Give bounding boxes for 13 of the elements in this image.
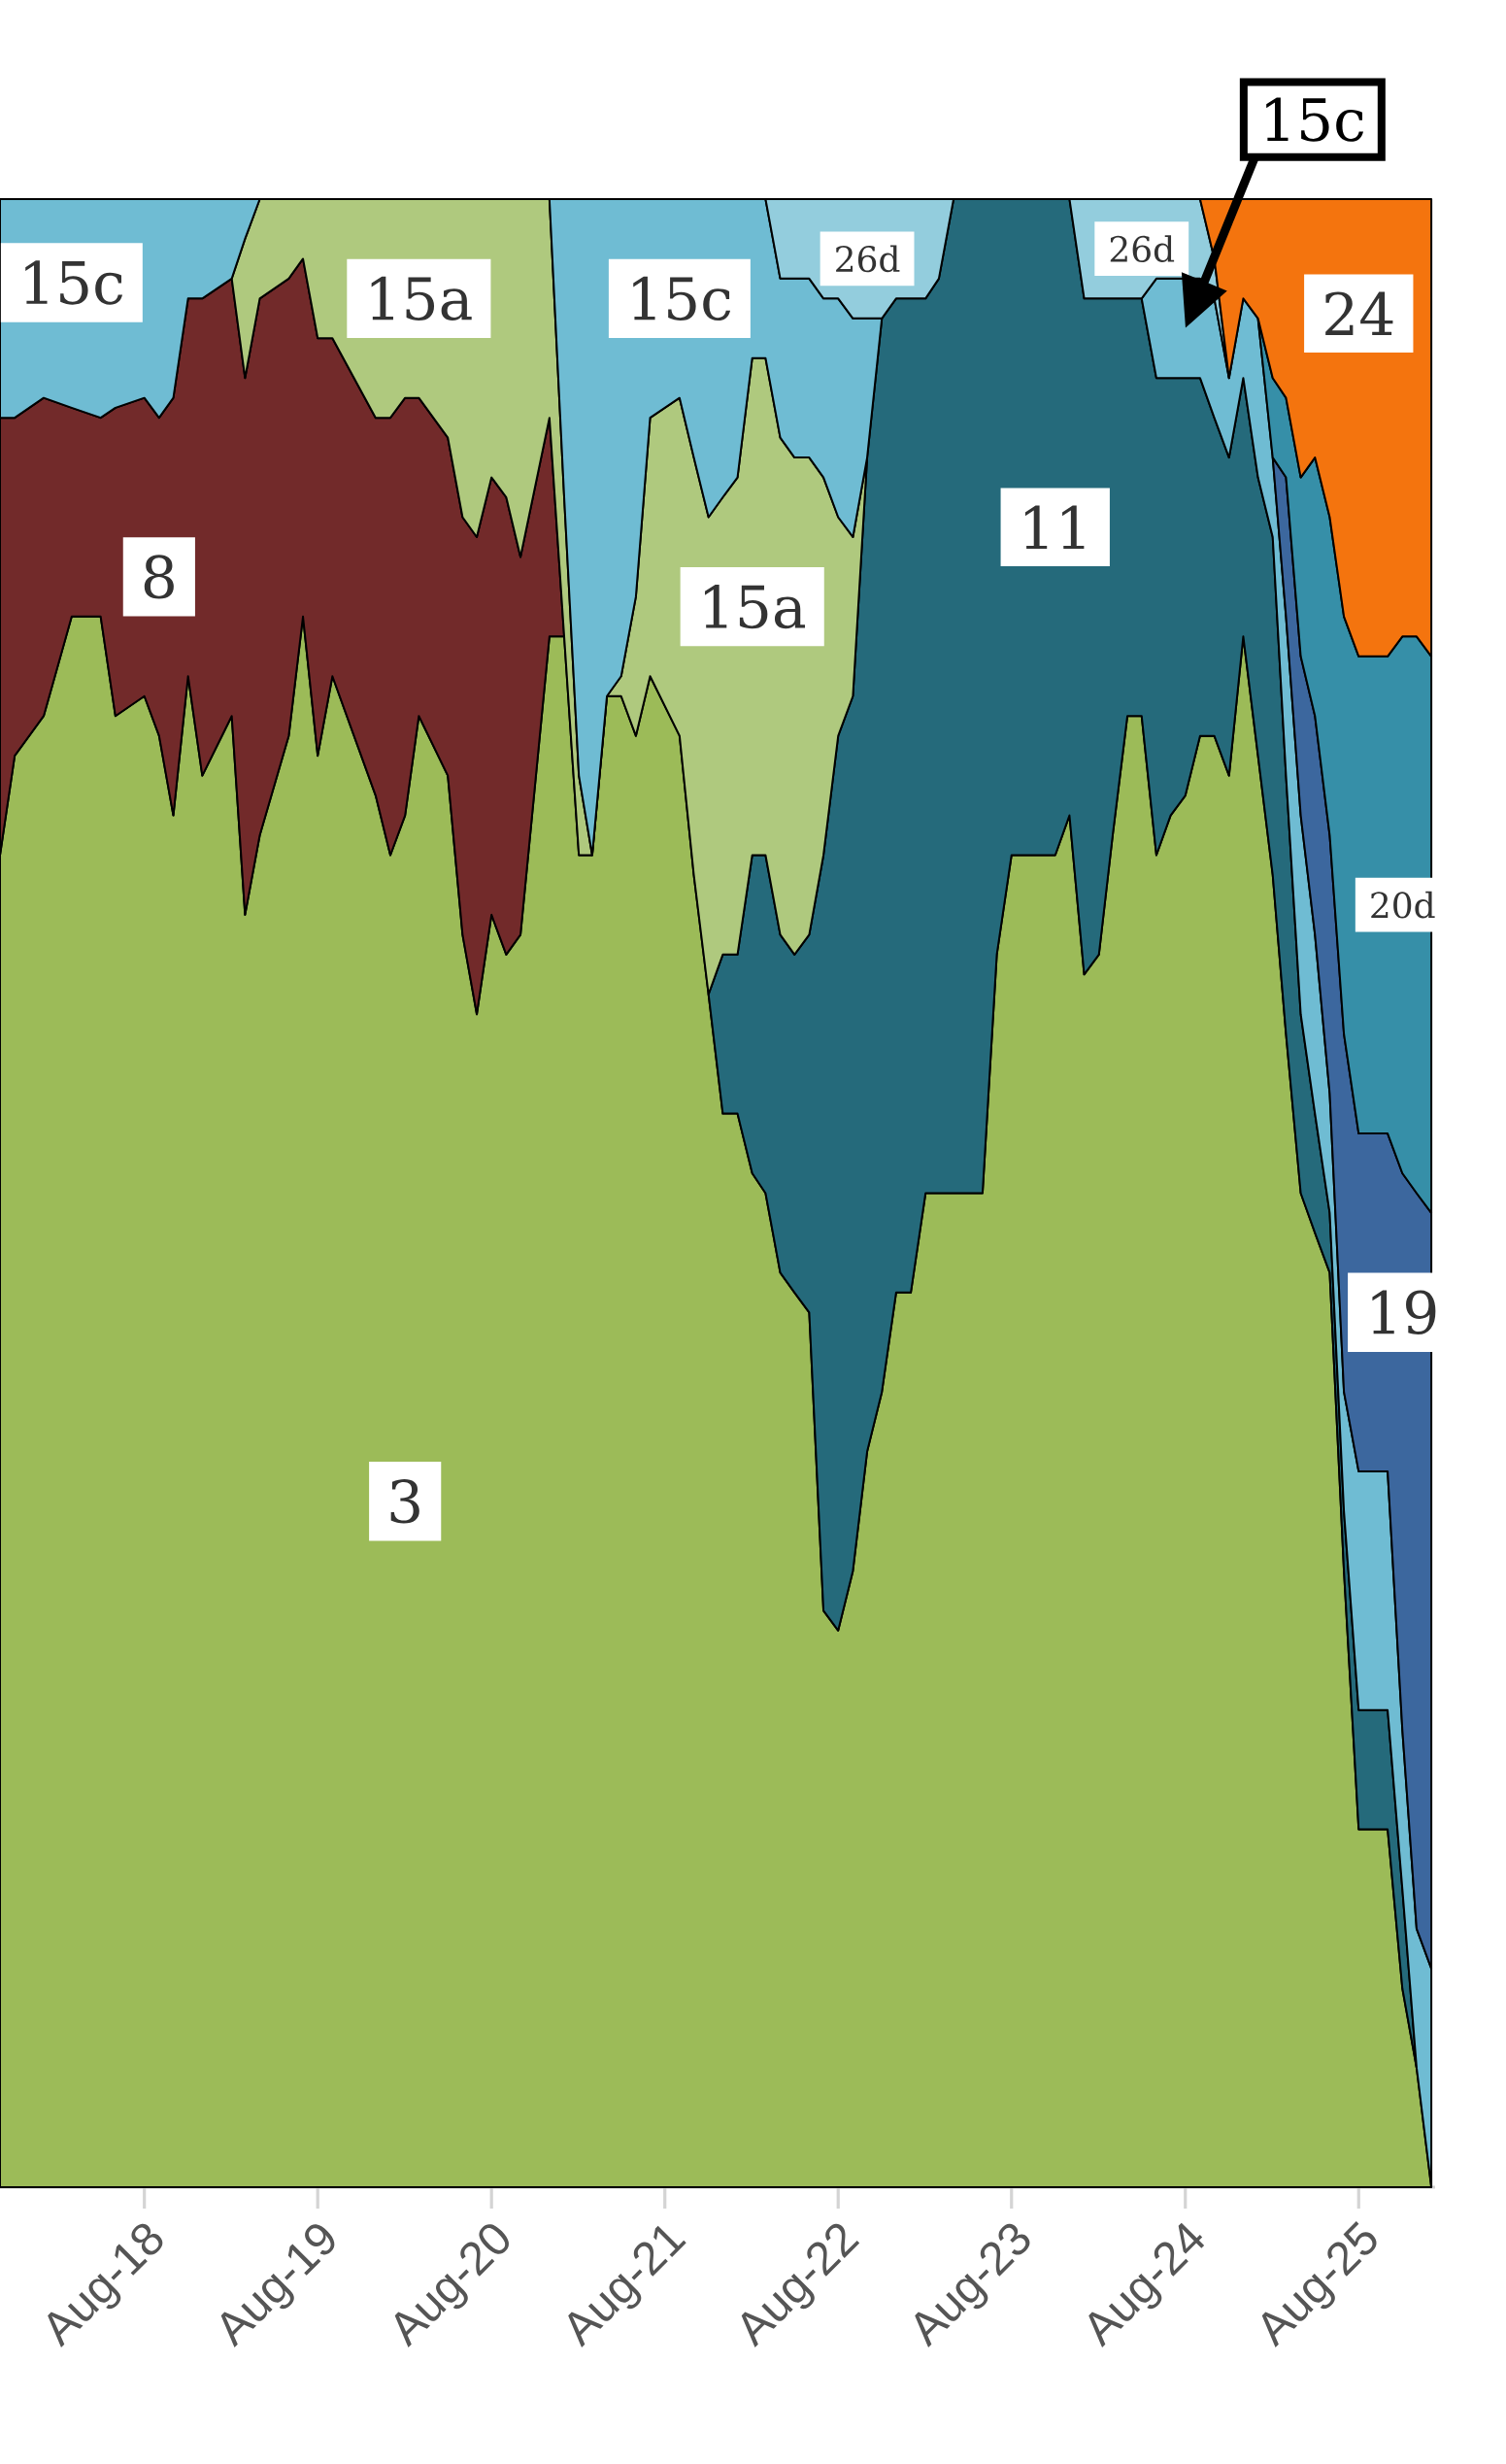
- text: 15c: [633, 276, 731, 321]
- series-label: 15c: [25, 260, 123, 305]
- series-label: 26d: [1110, 235, 1175, 263]
- series-label: 3: [390, 1479, 419, 1524]
- series-label: 15a: [371, 276, 472, 321]
- series-label: 20d: [1371, 891, 1435, 919]
- series-label: 24: [1325, 291, 1393, 335]
- series-label: 8: [144, 555, 174, 599]
- series-label: 19: [1372, 1290, 1436, 1334]
- series-label: 11: [1024, 505, 1085, 549]
- text: 15c: [1266, 97, 1364, 142]
- text: 26d: [836, 245, 900, 273]
- text: 15a: [704, 584, 806, 629]
